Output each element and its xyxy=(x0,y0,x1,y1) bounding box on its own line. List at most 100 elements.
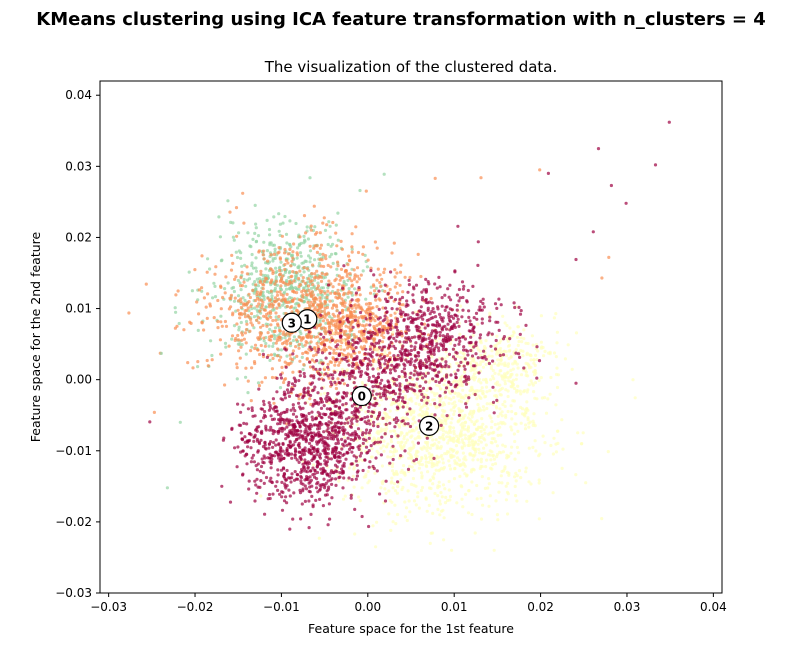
data-point xyxy=(497,389,501,393)
data-point xyxy=(294,276,298,280)
data-point xyxy=(482,446,486,450)
data-point xyxy=(499,451,503,455)
data-point xyxy=(381,328,385,332)
data-point xyxy=(331,285,335,289)
data-point xyxy=(523,408,527,412)
data-point xyxy=(334,483,338,487)
data-point xyxy=(319,358,323,362)
data-point xyxy=(479,496,483,500)
data-point xyxy=(415,377,419,381)
data-point xyxy=(290,274,294,278)
data-point xyxy=(393,429,397,433)
data-point xyxy=(552,316,557,320)
data-point xyxy=(241,403,245,407)
data-point xyxy=(455,501,459,505)
data-point xyxy=(470,443,474,447)
data-point xyxy=(522,328,526,332)
data-point xyxy=(396,440,400,445)
data-point xyxy=(291,403,295,407)
data-point xyxy=(478,305,482,309)
data-points xyxy=(127,120,671,552)
data-point xyxy=(375,246,379,250)
data-point xyxy=(539,376,543,380)
data-point xyxy=(359,429,363,433)
data-point xyxy=(401,416,405,420)
data-point xyxy=(506,492,510,496)
data-point xyxy=(493,422,497,427)
data-point xyxy=(286,261,290,265)
data-point xyxy=(322,216,326,220)
data-point xyxy=(342,279,346,283)
data-point xyxy=(205,358,209,363)
data-point xyxy=(327,220,331,224)
data-point xyxy=(246,391,250,395)
data-point xyxy=(283,298,287,302)
data-point xyxy=(426,407,430,411)
data-point xyxy=(300,502,304,506)
data-point xyxy=(358,310,363,315)
data-point xyxy=(479,389,483,393)
data-point xyxy=(274,275,278,279)
data-point xyxy=(461,287,465,291)
data-point xyxy=(414,402,418,406)
data-point xyxy=(537,478,541,482)
data-point xyxy=(294,345,298,349)
data-point xyxy=(448,307,452,311)
data-point xyxy=(243,312,247,316)
data-point xyxy=(458,393,462,397)
data-point xyxy=(399,478,403,482)
data-point xyxy=(462,444,467,448)
data-point xyxy=(267,344,271,348)
data-point xyxy=(292,290,296,294)
data-point xyxy=(212,281,216,285)
data-point xyxy=(308,244,312,248)
data-point xyxy=(249,349,253,353)
data-point xyxy=(304,231,308,235)
data-point xyxy=(307,499,311,503)
data-point xyxy=(301,351,305,356)
data-point xyxy=(330,299,334,303)
data-point xyxy=(464,436,468,441)
data-point xyxy=(317,434,321,438)
data-point xyxy=(268,243,272,247)
data-point xyxy=(533,439,537,443)
data-point xyxy=(325,305,329,310)
data-point xyxy=(442,516,446,520)
data-point xyxy=(536,349,540,353)
data-point xyxy=(290,387,294,391)
data-point xyxy=(277,418,281,422)
data-point xyxy=(492,377,496,381)
data-point xyxy=(239,305,243,310)
data-point xyxy=(226,281,230,285)
data-point xyxy=(463,357,467,361)
data-point xyxy=(453,391,457,395)
data-point xyxy=(468,360,472,365)
data-point xyxy=(291,338,295,343)
data-point xyxy=(375,469,379,473)
data-point xyxy=(457,458,461,462)
data-point xyxy=(374,294,378,298)
data-point xyxy=(495,380,499,384)
data-point xyxy=(277,250,281,254)
data-point xyxy=(505,323,509,328)
data-point xyxy=(447,352,452,356)
data-point xyxy=(292,443,296,447)
data-point xyxy=(402,471,406,475)
data-point xyxy=(382,449,386,453)
data-point xyxy=(316,344,320,349)
data-point xyxy=(360,314,364,318)
data-point xyxy=(494,405,498,409)
data-point xyxy=(404,506,409,510)
data-point xyxy=(387,337,391,341)
data-point xyxy=(454,338,458,342)
data-point xyxy=(268,460,272,464)
data-point xyxy=(377,422,381,426)
data-point xyxy=(144,282,148,286)
data-point xyxy=(458,332,462,336)
data-point xyxy=(322,326,326,330)
data-point xyxy=(356,304,360,308)
data-point xyxy=(380,333,384,337)
data-point xyxy=(257,302,261,306)
data-point xyxy=(354,306,358,310)
data-point xyxy=(522,366,526,370)
